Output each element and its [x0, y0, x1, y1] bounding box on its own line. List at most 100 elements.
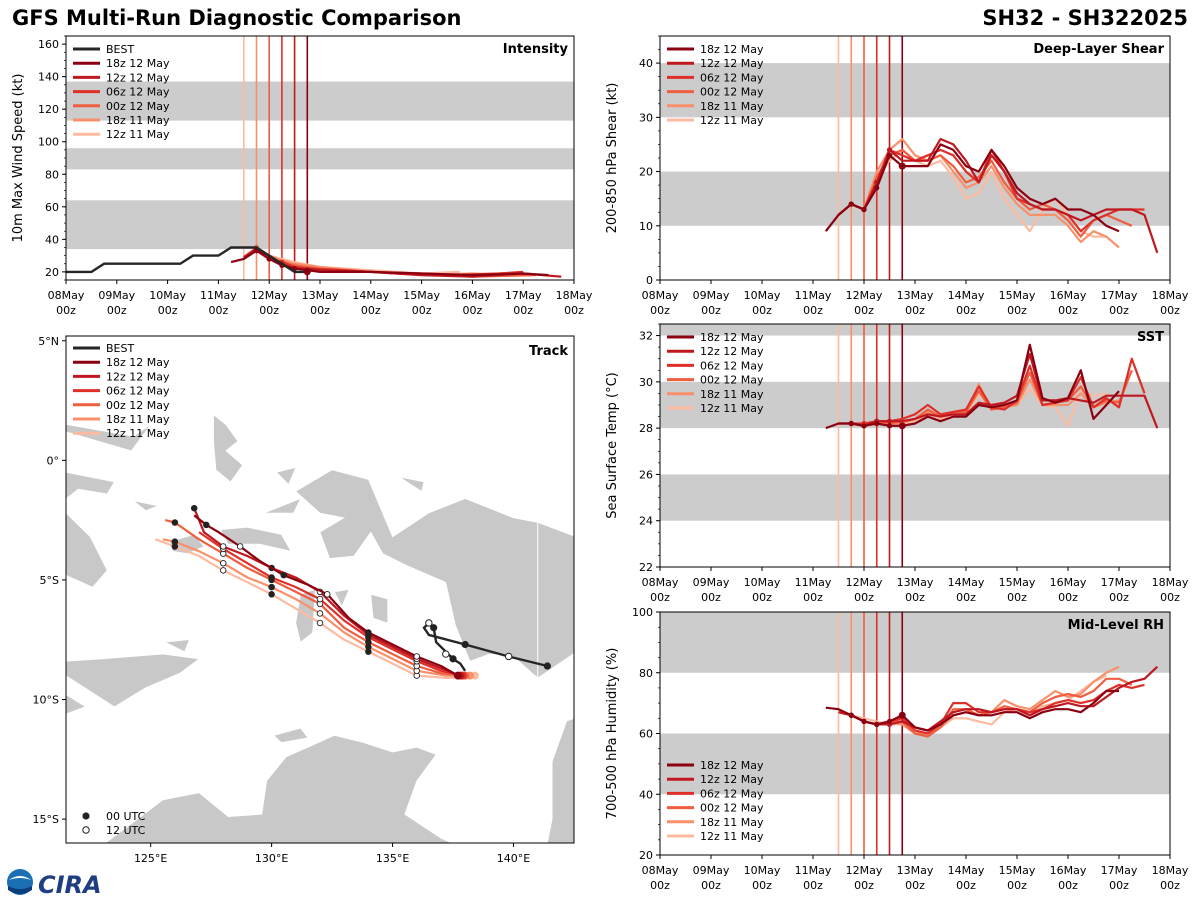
- rh-x-tick-label: 13May: [897, 864, 934, 877]
- sst-series-point: [886, 423, 893, 429]
- rh-current-marker: [898, 711, 906, 719]
- sst-series-line: [851, 357, 1146, 425]
- track-y-tick-label: 0°: [47, 454, 60, 467]
- track-legend-label: BEST: [106, 342, 134, 355]
- rh-series-line: [825, 689, 1119, 732]
- sumba-land: [66, 694, 87, 715]
- sst-x-tick-hour: 00z: [701, 591, 721, 604]
- rh-series-line: [850, 677, 1133, 738]
- rh-x-tick-label: 15May: [999, 864, 1036, 877]
- track-marker-12utc: [219, 543, 227, 550]
- sst-x-tick-hour: 00z: [905, 591, 925, 604]
- best-marker-12utc: [442, 650, 450, 658]
- sst-x-tick-hour: 00z: [1109, 591, 1129, 604]
- shear-band: [660, 63, 1170, 118]
- shear-series-line: [850, 148, 1145, 233]
- track-legend-label: 06z 12 May: [106, 385, 170, 398]
- track-marker-00utc: [171, 538, 179, 545]
- intensity-x-tick-label: 09May: [98, 289, 135, 302]
- track-marker-00utc: [203, 521, 210, 529]
- shear-series-point: [861, 206, 867, 213]
- intensity-x-tick-label: 13May: [302, 289, 339, 302]
- intensity-x-tick-label: 14May: [352, 289, 389, 302]
- track-marker-12utc: [316, 619, 324, 627]
- rh-legend-label: 12z 12 May: [700, 773, 764, 786]
- waigeo-land: [275, 467, 297, 485]
- intensity-x-tick-hour: 00z: [310, 304, 330, 317]
- intensity-x-tick-label: 15May: [403, 289, 440, 302]
- sst-x-tick-label: 11May: [795, 576, 832, 589]
- intensity-y-tick-label: 40: [45, 233, 59, 246]
- track-marker-12utc: [316, 610, 324, 617]
- track-y-tick-label: 5°S: [40, 574, 59, 587]
- sst-panel-title: SST: [1137, 330, 1164, 345]
- track-marker-12utc: [219, 567, 227, 574]
- sst-y-tick-label: 32: [639, 330, 653, 343]
- shear-series-line: [837, 137, 1159, 254]
- best-marker-00utc: [430, 624, 438, 632]
- sst-x-tick-hour: 00z: [752, 591, 772, 604]
- rh-series-point: [886, 718, 893, 724]
- sst-legend-label: 18z 11 May: [700, 388, 764, 401]
- rh-x-tick-label: 10May: [744, 864, 781, 877]
- track-legend-label: 18z 11 May: [106, 413, 170, 426]
- intensity-legend-label: 06z 12 May: [106, 86, 170, 99]
- sst-band: [660, 324, 1170, 336]
- intensity-x-tick-label: 12May: [251, 289, 288, 302]
- track-panel: 125°E 130°E 135°E 140°E 5°N 0° 5°S 10°S 15°S Trac…: [33, 335, 575, 865]
- shear-y-tick-label: 20: [639, 166, 653, 179]
- intensity-y-tick-label: 160: [38, 38, 59, 51]
- track-series-start: [453, 671, 462, 680]
- shear-series-point: [848, 201, 854, 207]
- sst-legend-label: 12z 12 May: [700, 345, 764, 358]
- shear-x-tick-label: 16May: [1050, 289, 1087, 302]
- intensity-x-tick-hour: 00z: [158, 304, 178, 317]
- shear-x-tick-hour: 00z: [803, 304, 823, 317]
- misool-land: [264, 498, 302, 514]
- rh-x-tick-hour: 00z: [701, 879, 721, 892]
- sst-y-tick-label: 30: [639, 376, 653, 389]
- rh-band: [660, 612, 1170, 673]
- intensity-x-tick-hour: 00z: [463, 304, 483, 317]
- sst-x-tick-label: 18May: [1152, 576, 1189, 589]
- intensity-x-tick-label: 16May: [454, 289, 491, 302]
- intensity-x-tick-label: 18May: [556, 289, 593, 302]
- track-marker-12utc: [324, 591, 331, 598]
- sst-panel: 22 24 26 28 30 32 08May 00z 09May 00z 10May 00z 11Ma…: [605, 323, 1189, 604]
- cira-logo: CIRA: [7, 869, 102, 899]
- sulawesi-north-land: [66, 424, 151, 452]
- rh-panel: 20 40 60 80 100 08May 00z 09May 00z 10May 00z 11May…: [605, 606, 1189, 892]
- sst-y-tick-label: 22: [639, 561, 653, 574]
- track-marker-12utc: [413, 653, 421, 660]
- marker-legend-00utc-icon: [82, 812, 90, 820]
- intensity-x-tick-hour: 00z: [564, 304, 584, 317]
- track-marker-00utc: [280, 571, 287, 579]
- rh-x-tick-hour: 00z: [956, 879, 976, 892]
- shear-x-tick-hour: 00z: [1007, 304, 1027, 317]
- intensity-band: [66, 200, 574, 250]
- track-frame: [65, 335, 575, 844]
- track-marker-00utc: [268, 591, 275, 598]
- australia-land: [105, 718, 574, 843]
- best-marker-00utc: [543, 662, 551, 670]
- intensity-x-tick-hour: 00z: [412, 304, 432, 317]
- shear-x-tick-hour: 00z: [701, 304, 721, 317]
- sst-x-tick-hour: 00z: [1058, 591, 1078, 604]
- intensity-x-tick-label: 10May: [149, 289, 186, 302]
- rh-legend-label: 12z 11 May: [700, 830, 764, 843]
- intensity-x-tick-hour: 00z: [107, 304, 127, 317]
- rh-x-tick-label: 16May: [1050, 864, 1087, 877]
- shear-x-tick-hour: 00z: [650, 304, 670, 317]
- sst-x-tick-label: 09May: [693, 576, 730, 589]
- intensity-y-axis-label: 10m Max Wind Speed (kt): [11, 74, 26, 243]
- shear-legend-label: 18z 12 May: [700, 43, 764, 56]
- intensity-x-tick-label: 11May: [200, 289, 237, 302]
- sst-band: [660, 474, 1170, 521]
- sst-series-point: [861, 423, 867, 429]
- noaa-wave-icon: [8, 886, 32, 894]
- sst-legend-label: 00z 12 May: [700, 374, 764, 387]
- shear-series-point: [886, 147, 893, 153]
- sst-y-axis-label: Sea Surface Temp (°C): [605, 372, 620, 519]
- track-marker-00utc: [171, 519, 179, 526]
